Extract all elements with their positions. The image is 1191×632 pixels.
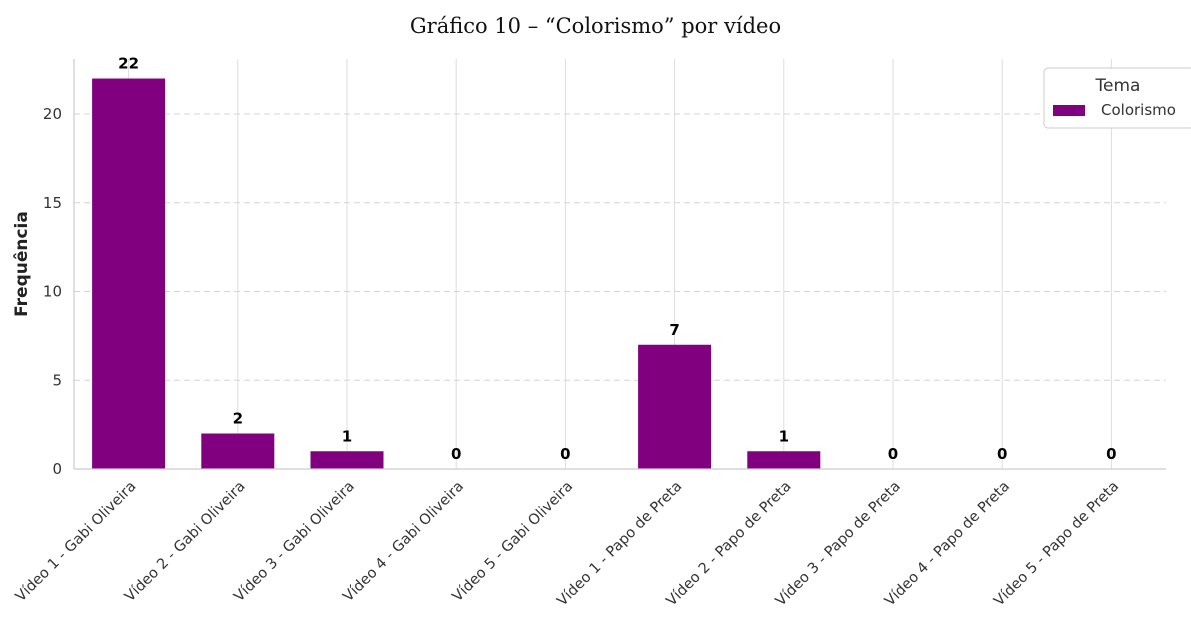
bar-value-label: 2 <box>233 410 243 428</box>
y-tick-label: 15 <box>43 194 62 212</box>
bar <box>747 451 821 469</box>
y-tick-label: 20 <box>43 105 62 123</box>
bar <box>201 433 275 469</box>
x-tick-label: Vídeo 1 - Gabi Oliveira <box>13 479 140 606</box>
y-tick-label: 10 <box>43 283 62 301</box>
x-tick-label: Vídeo 5 - Gabi Oliveira <box>450 479 577 606</box>
bar-value-label: 0 <box>888 445 898 463</box>
legend: Tema Colorismo <box>1043 67 1191 129</box>
x-tick-label: Vídeo 4 - Papo de Preta <box>882 479 1013 610</box>
y-tick-label: 0 <box>52 460 62 478</box>
x-tick-label: Vídeo 4 - Gabi Oliveira <box>340 479 467 606</box>
grid-layer <box>74 59 1166 469</box>
bar-value-label: 0 <box>1106 445 1116 463</box>
x-tick-label: Vídeo 3 - Gabi Oliveira <box>231 479 358 606</box>
x-tick-label: Vídeo 3 - Papo de Preta <box>773 479 904 610</box>
bar-value-label: 0 <box>560 445 570 463</box>
x-tick-label: Vídeo 2 - Gabi Oliveira <box>122 479 249 606</box>
bar-value-label: 22 <box>118 55 139 73</box>
chart-title: Gráfico 10 – “Colorismo” por vídeo <box>409 14 782 38</box>
bar-value-label: 0 <box>451 445 461 463</box>
legend-title: Tema <box>1095 76 1141 96</box>
legend-entry-label: Colorismo <box>1101 101 1176 119</box>
x-tick-label: Vídeo 5 - Papo de Preta <box>991 479 1122 610</box>
x-tick-label: Vídeo 1 - Papo de Preta <box>554 479 685 610</box>
axes-layer <box>73 59 1166 470</box>
bars-layer <box>92 78 821 470</box>
bar-value-label: 7 <box>669 321 679 339</box>
bar <box>310 451 384 469</box>
bar-value-label: 1 <box>779 427 789 445</box>
x-tick-label: Vídeo 2 - Papo de Preta <box>664 479 795 610</box>
bar <box>638 344 712 469</box>
y-axis-label: Frequência <box>12 211 32 317</box>
legend-swatch <box>1053 105 1085 116</box>
bar-value-label: 0 <box>997 445 1007 463</box>
y-tick-label: 5 <box>52 371 62 389</box>
bar <box>92 78 166 470</box>
bar-value-label: 1 <box>342 427 352 445</box>
